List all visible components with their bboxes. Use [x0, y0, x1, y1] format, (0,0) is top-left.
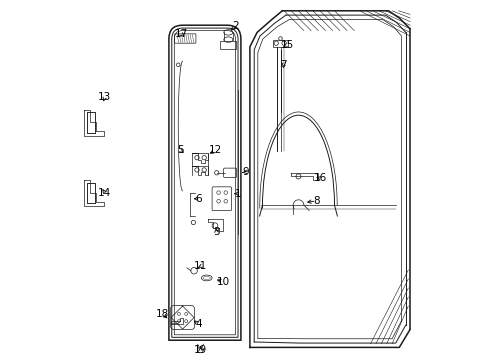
Text: 18: 18: [156, 309, 169, 319]
Bar: [87, 183, 95, 203]
Text: 14: 14: [98, 188, 111, 198]
Text: 12: 12: [208, 145, 221, 156]
Text: 13: 13: [98, 92, 111, 102]
Text: 2: 2: [232, 21, 238, 31]
Text: 9: 9: [242, 167, 248, 177]
Text: 1: 1: [234, 189, 241, 199]
Text: 15: 15: [280, 40, 293, 50]
Text: 6: 6: [195, 194, 202, 204]
Text: 5: 5: [177, 145, 183, 156]
Text: 16: 16: [313, 173, 326, 183]
Text: 4: 4: [195, 319, 202, 329]
Text: 8: 8: [312, 196, 319, 206]
Bar: [273, 40, 287, 47]
Text: 17: 17: [175, 29, 188, 39]
Text: 10: 10: [216, 276, 229, 287]
Bar: [220, 41, 236, 49]
Bar: [87, 183, 95, 203]
Bar: [87, 112, 95, 133]
Text: 11: 11: [194, 261, 207, 271]
Bar: [87, 112, 95, 133]
Text: 19: 19: [194, 345, 207, 355]
Text: 7: 7: [280, 60, 286, 70]
Text: 3: 3: [213, 227, 219, 237]
